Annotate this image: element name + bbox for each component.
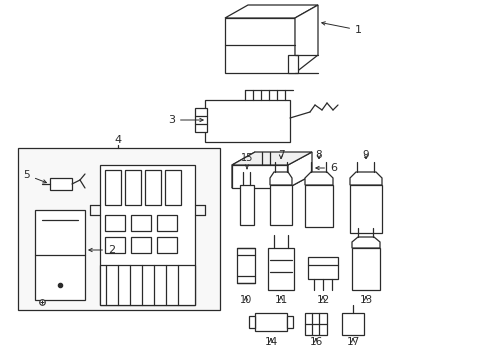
Bar [125,170,141,205]
Bar [267,248,293,290]
Bar [164,170,181,205]
Polygon shape [231,152,254,188]
Polygon shape [294,5,317,73]
Polygon shape [231,152,311,165]
Bar [237,248,254,283]
Text: 10: 10 [240,295,252,305]
Bar [287,55,297,73]
Bar [248,316,254,328]
Bar [50,178,72,190]
Polygon shape [351,237,379,248]
Bar [100,265,195,305]
Text: 4: 4 [114,135,122,145]
Bar [204,100,289,142]
Bar [18,148,220,310]
Text: 9: 9 [362,150,368,160]
Text: 14: 14 [264,337,277,347]
Text: 15: 15 [240,153,253,168]
Polygon shape [287,152,311,188]
Polygon shape [224,5,317,18]
Bar [341,313,363,335]
Bar [349,185,381,233]
Text: 12: 12 [316,295,329,305]
Bar [131,237,151,253]
Text: 11: 11 [274,295,287,305]
Bar [100,165,195,305]
Bar [305,313,326,335]
Polygon shape [305,172,332,185]
Text: 5: 5 [23,170,46,183]
Text: 3: 3 [168,115,203,125]
Text: 7: 7 [277,150,284,160]
Text: 13: 13 [359,295,372,305]
Bar [105,170,121,205]
Bar [286,316,292,328]
Bar [131,215,151,231]
Polygon shape [231,175,311,188]
Text: 8: 8 [315,150,322,160]
Bar [254,313,286,331]
Text: 17: 17 [346,337,359,347]
Bar [157,237,177,253]
Bar [195,108,206,132]
Text: 16: 16 [309,337,322,347]
Bar [351,248,379,290]
Bar [145,170,161,205]
Bar [105,215,125,231]
Bar [35,210,85,300]
Text: 2: 2 [89,245,115,255]
Bar [240,185,253,225]
Bar [224,18,294,73]
Bar [157,215,177,231]
Bar [307,257,337,279]
Bar [305,185,332,227]
Polygon shape [349,172,381,185]
Bar [269,185,291,225]
Text: 1: 1 [321,22,361,35]
Polygon shape [231,165,287,188]
Text: 6: 6 [315,163,336,173]
Bar [105,237,125,253]
Polygon shape [269,172,291,185]
